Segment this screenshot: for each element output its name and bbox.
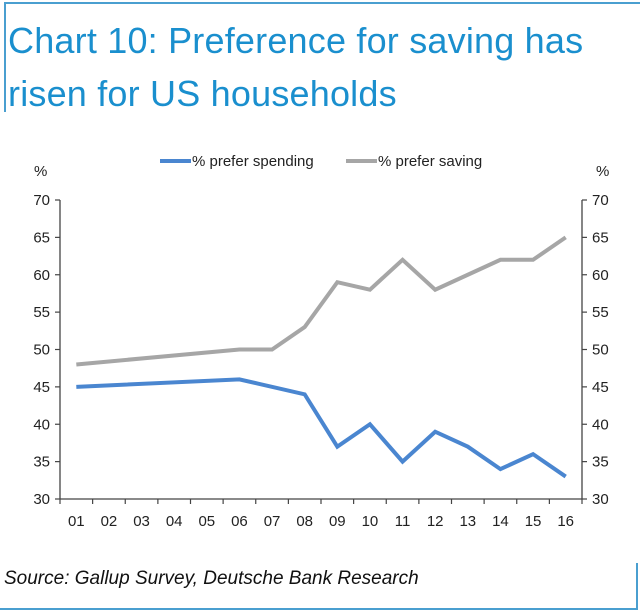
frame-right-border [636, 563, 638, 610]
series-line-spending [76, 377, 567, 479]
legend: % prefer spending % prefer saving [160, 153, 482, 170]
source-note: Source: Gallup Survey, Deutsche Bank Res… [4, 568, 419, 589]
line-chart: % prefer spending% prefer saving % % 30 3… [33, 153, 609, 530]
x-tick-label: 11 [395, 513, 411, 530]
x-tick-label: 01 [68, 513, 85, 530]
x-tick-label: 10 [362, 513, 379, 530]
y-tick-label-right: 30 [592, 491, 609, 508]
y-tick-label-left: 55 [33, 304, 50, 321]
x-tick-label: 06 [231, 513, 248, 530]
x-tick-label: 07 [264, 513, 281, 530]
frame-bottom-border [0, 608, 638, 610]
y-tick-label-left: 40 [33, 416, 50, 433]
y-axis-right-label: % [596, 163, 609, 180]
frame-left-border [4, 2, 6, 112]
frame-top-border [4, 2, 640, 4]
y-tick-label-right: 65 [592, 229, 609, 246]
x-tick-label: 14 [492, 513, 509, 530]
x-tick-label: 05 [198, 513, 215, 530]
x-tick-label: 02 [101, 513, 118, 530]
legend-label-saving: % prefer saving [378, 153, 482, 170]
y-tick-label-left: 30 [33, 491, 50, 508]
y-tick-label-right: 70 [592, 192, 609, 209]
x-tick-label: 09 [329, 513, 346, 530]
y-axis-left-label: % [34, 163, 47, 180]
x-tick-label: 03 [133, 513, 150, 530]
y-tick-label-right: 40 [592, 416, 609, 433]
y-tick-label-left: 35 [33, 454, 50, 471]
x-tick-label: 12 [427, 513, 444, 530]
y-tick-label-right: 50 [592, 342, 609, 359]
legend-label-spending: % prefer spending [192, 153, 314, 170]
series-lines [76, 235, 567, 479]
y-tick-label-right: 55 [592, 304, 609, 321]
x-tick-label: 08 [296, 513, 313, 530]
x-tick-label: 15 [525, 513, 542, 530]
x-tick-label: 16 [557, 513, 574, 530]
y-tick-label-right: 45 [592, 379, 609, 396]
y-tick-label-left: 70 [33, 192, 50, 209]
x-tick-label: 13 [459, 513, 476, 530]
y-tick-label-left: 60 [33, 267, 50, 284]
chart-title: Chart 10: Preference for saving has rise… [8, 20, 584, 114]
y-tick-label-right: 35 [592, 454, 609, 471]
x-tick-label: 04 [166, 513, 183, 530]
y-tick-label-left: 50 [33, 342, 50, 359]
axes: 30 30 35 35 40 40 45 45 50 50 55 55 60 60 65 65 70 70 01 02… [33, 192, 608, 530]
y-tick-label-left: 45 [33, 379, 50, 396]
y-tick-label-left: 65 [33, 229, 50, 246]
y-tick-label-right: 60 [592, 267, 609, 284]
series-line-saving [76, 235, 567, 367]
